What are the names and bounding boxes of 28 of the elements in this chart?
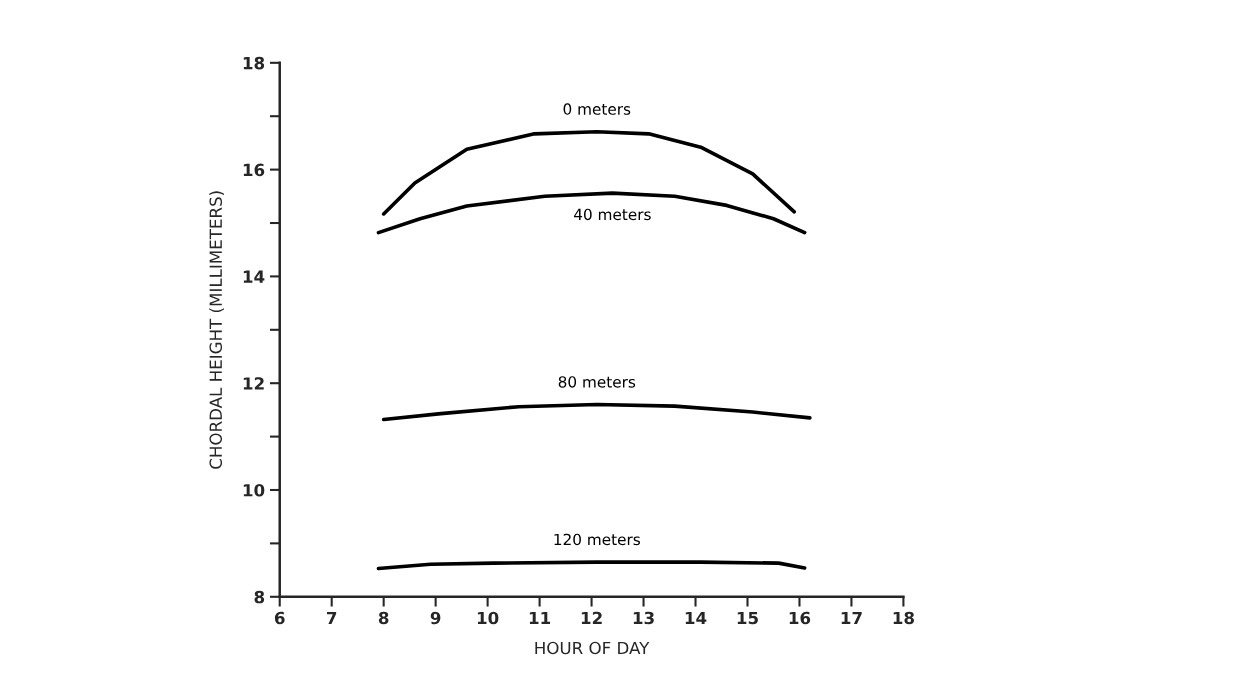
x-tick-label: 11 (529, 611, 551, 625)
y-tick-label: 8 (254, 590, 265, 604)
x-tick-label: 16 (789, 611, 811, 625)
x-tick-label: 9 (430, 611, 441, 625)
series-label: 120 meters (554, 533, 640, 546)
y-axis-title: CHORDAL HEIGHT (MILLIMETERS) (209, 191, 225, 469)
y-tick-label: 14 (243, 270, 265, 283)
y-tick-label: 18 (243, 56, 265, 70)
y-tick-label: 16 (243, 163, 265, 177)
x-tick-label: 13 (633, 611, 654, 625)
y-tick-label: 12 (243, 377, 264, 390)
series-label: 0 meters (563, 103, 631, 115)
x-tick-label: 17 (841, 611, 862, 625)
line-series (381, 402, 812, 422)
line-series (376, 560, 807, 571)
series-label: 40 meters (574, 208, 651, 221)
x-tick-label: 18 (893, 611, 914, 625)
x-tick-label: 14 (685, 611, 707, 625)
x-tick-label: 6 (274, 611, 285, 625)
x-tick-label: 12 (581, 611, 602, 625)
x-axis-title: HOUR OF DAY (535, 641, 650, 655)
line-series (376, 191, 807, 235)
x-tick-label: 7 (327, 611, 337, 625)
series-label: 80 meters (558, 376, 636, 388)
x-tick-label: 15 (737, 611, 758, 625)
x-tick-label: 10 (477, 611, 499, 625)
x-tick-label: 8 (378, 611, 389, 625)
y-tick-label: 10 (243, 483, 265, 497)
